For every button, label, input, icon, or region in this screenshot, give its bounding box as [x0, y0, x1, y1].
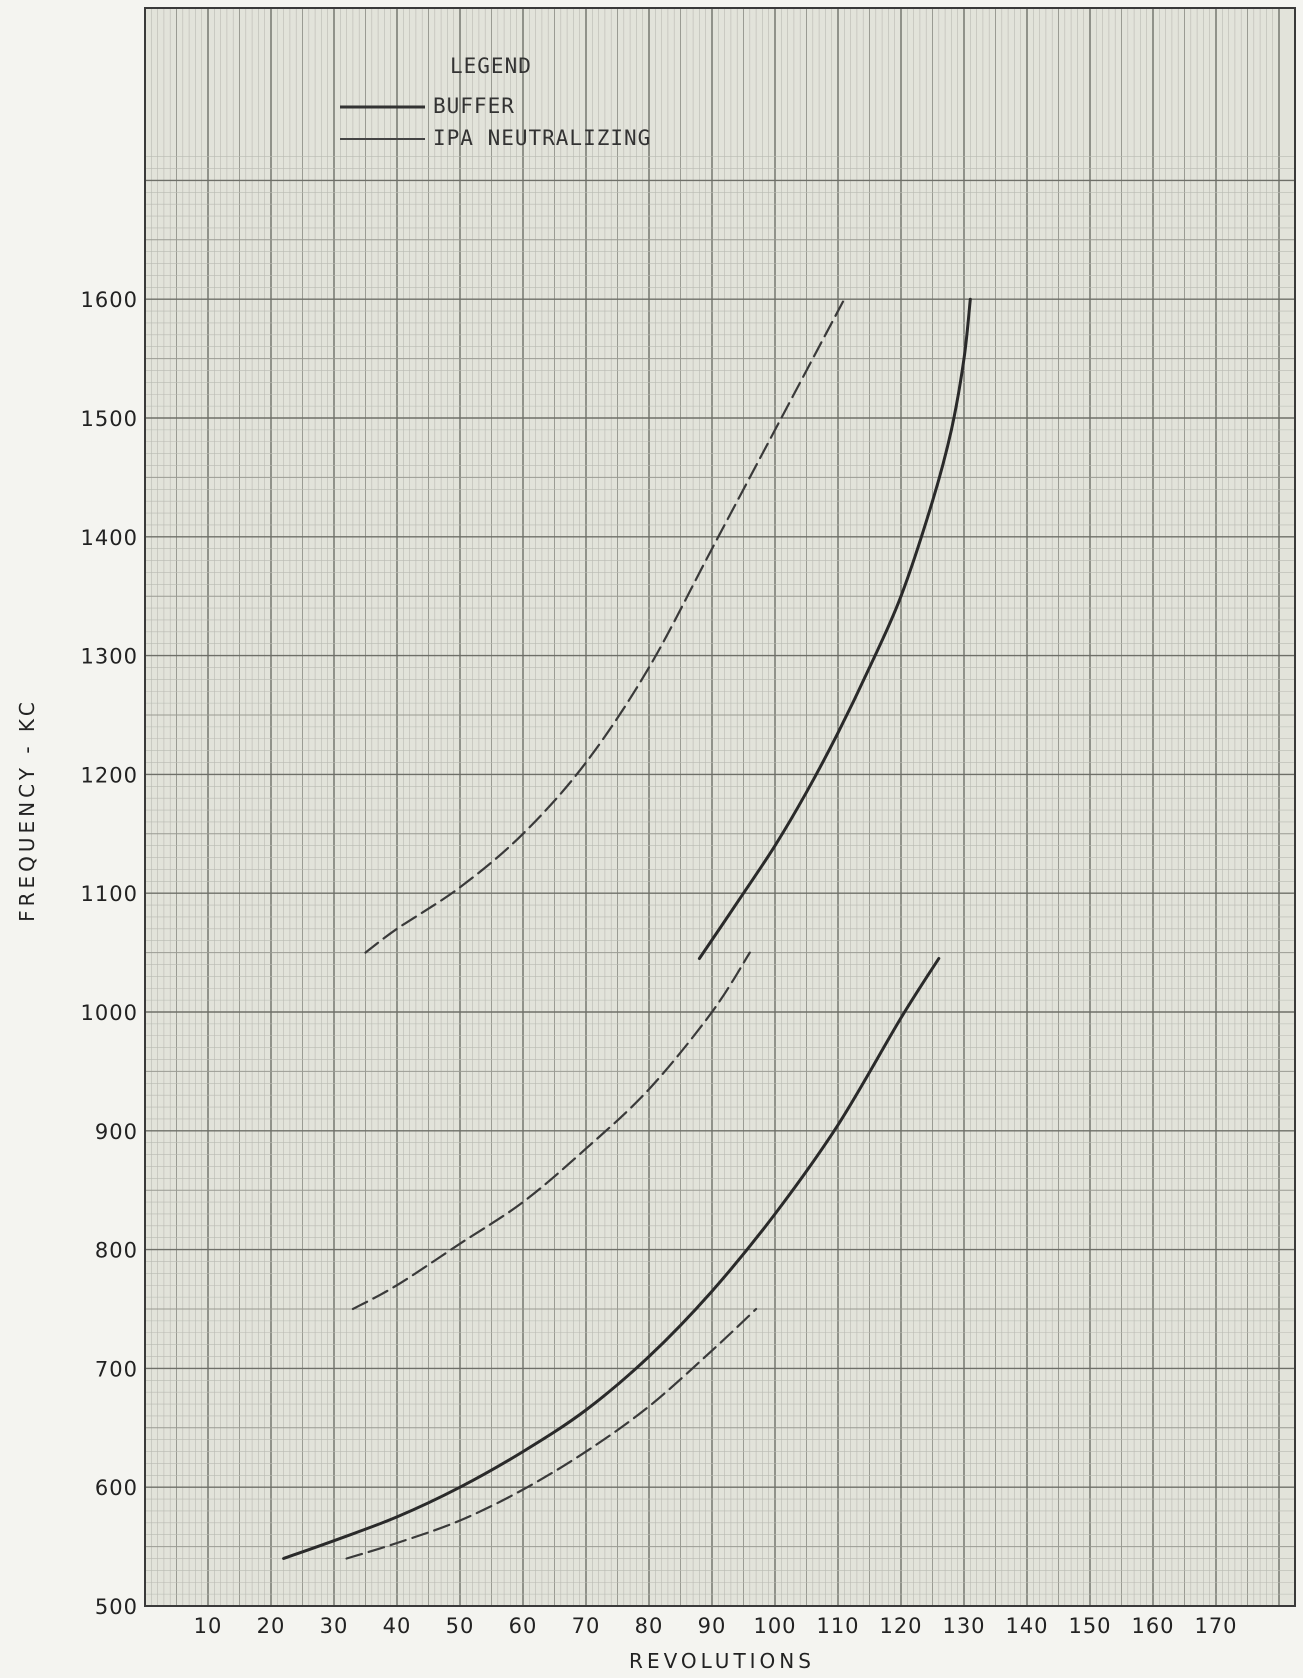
x-tick-label: 130 — [942, 1614, 985, 1638]
y-tick-label: 1200 — [81, 763, 138, 787]
y-tick-label: 700 — [95, 1357, 138, 1381]
buffer-curve-0 — [282, 957, 941, 1560]
legend-entry-ipa: IPA NEUTRALIZING — [433, 126, 651, 150]
plot-frame — [144, 7, 1296, 1607]
ipa-neutralizing-curve-2 — [345, 1307, 758, 1560]
x-tick-label: 140 — [1005, 1614, 1048, 1638]
y-tick-labels: 500 600 700 800 900 1000 1100 1200 1300 1400 1500 1… — [81, 288, 138, 1619]
legend-entry-buffer: BUFFER — [433, 94, 515, 118]
y-tick-label: 900 — [95, 1120, 138, 1144]
y-axis-label: FREQUENCY - KC — [15, 698, 39, 922]
grid — [144, 8, 1295, 1607]
y-tick-label: 600 — [95, 1476, 138, 1500]
y-tick-label: 500 — [95, 1595, 138, 1619]
y-tick-label: 1300 — [81, 645, 138, 669]
plot-paper — [145, 8, 1295, 1606]
x-tick-label: 10 — [194, 1614, 223, 1638]
x-tick-label: 170 — [1194, 1614, 1237, 1638]
x-tick-label: 100 — [753, 1614, 796, 1638]
x-tick-label: 160 — [1131, 1614, 1174, 1638]
x-tick-labels: 10 20 30 40 50 60 70 80 90 100 110 120 130 140 150 160 1… — [194, 1614, 1237, 1638]
ipa-neutralizing-curve-4 — [364, 298, 846, 954]
x-tick-label: 70 — [572, 1614, 601, 1638]
x-axis-label: REVOLUTIONS — [629, 1649, 815, 1673]
x-tick-label: 150 — [1068, 1614, 1111, 1638]
legend: LEGEND BUFFER IPA NEUTRALIZING — [340, 54, 651, 150]
x-tick-label: 40 — [383, 1614, 412, 1638]
legend-title: LEGEND — [450, 54, 532, 78]
y-tick-label: 1400 — [81, 526, 138, 550]
x-tick-label: 30 — [320, 1614, 349, 1638]
x-tick-label: 20 — [257, 1614, 286, 1638]
x-tick-label: 80 — [635, 1614, 664, 1638]
y-tick-label: 1600 — [81, 288, 138, 312]
y-tick-label: 800 — [95, 1239, 138, 1263]
x-tick-label: 120 — [879, 1614, 922, 1638]
x-tick-label: 50 — [446, 1614, 475, 1638]
y-tick-label: 1500 — [81, 407, 138, 431]
buffer-curve-1 — [697, 297, 972, 960]
x-tick-label: 110 — [816, 1614, 859, 1638]
y-tick-label: 1100 — [81, 882, 138, 906]
y-tick-label: 1000 — [81, 1001, 138, 1025]
x-tick-label: 60 — [509, 1614, 538, 1638]
curves — [282, 297, 972, 1560]
x-tick-label: 90 — [698, 1614, 727, 1638]
ipa-neutralizing-curve-3 — [351, 951, 751, 1311]
